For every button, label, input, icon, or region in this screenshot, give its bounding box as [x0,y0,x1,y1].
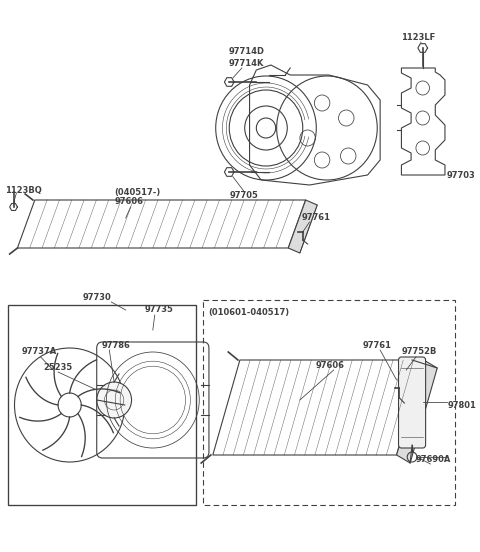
Polygon shape [225,78,234,86]
Text: 97703: 97703 [447,171,476,179]
Text: 97735: 97735 [145,305,174,315]
Circle shape [97,382,132,418]
Text: 1123LF: 1123LF [401,34,436,43]
Text: 1123BQ: 1123BQ [5,185,42,194]
Text: 97761: 97761 [363,341,392,349]
Text: 97705: 97705 [229,190,258,199]
Polygon shape [288,200,317,253]
Bar [8,305,196,505]
Text: 25235: 25235 [44,363,73,371]
Text: 97801: 97801 [448,401,477,410]
Text: 97714D: 97714D [228,47,264,56]
Text: 97714K: 97714K [228,59,264,67]
Text: (040517-): (040517-) [114,188,160,197]
Text: 97690A: 97690A [416,455,451,464]
Polygon shape [396,360,437,463]
Polygon shape [225,168,234,176]
FancyBboxPatch shape [398,357,426,448]
Text: 97606: 97606 [315,360,344,369]
Text: 97730: 97730 [82,294,111,302]
Bar [203,300,455,505]
Text: 97761: 97761 [302,214,331,222]
Text: 97606: 97606 [114,198,143,206]
Text: 97737A: 97737A [21,348,57,357]
Text: 97752B: 97752B [401,348,437,357]
Text: 97786: 97786 [102,341,131,349]
Polygon shape [10,204,17,210]
Polygon shape [418,44,428,52]
Text: (010601-040517): (010601-040517) [208,307,289,316]
